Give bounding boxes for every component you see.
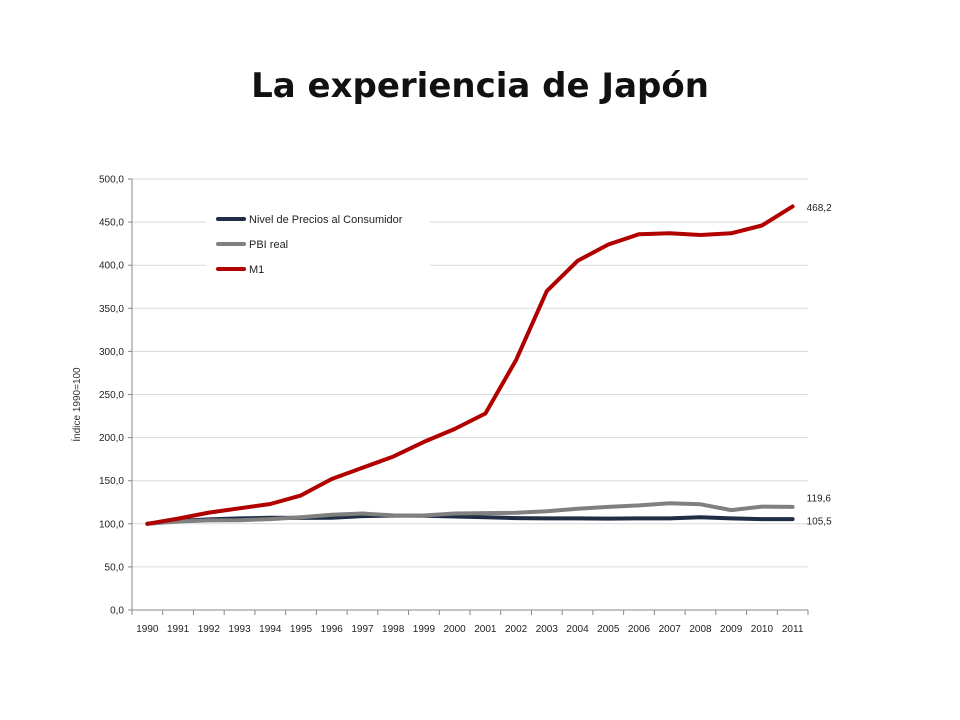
x-tick-label: 1998 <box>382 624 405 635</box>
slide-title: La experiencia de Japón <box>251 66 709 106</box>
end-value-label: 468,2 <box>807 203 832 214</box>
series-line-2 <box>145 204 795 526</box>
x-tick-label: 2011 <box>782 624 804 635</box>
y-tick-label: 200,0 <box>99 433 124 444</box>
x-tick-label: 2006 <box>628 624 651 635</box>
y-tick-label: 500,0 <box>99 175 124 186</box>
legend-entry-label: Nivel de Precios al Consumidor <box>249 214 403 226</box>
x-tick-label: 2000 <box>444 624 467 635</box>
legend-entry-label: M1 <box>249 264 264 276</box>
legend-entry-label: PBI real <box>249 239 288 251</box>
x-tick-label: 2009 <box>720 624 743 635</box>
y-tick-label: 150,0 <box>99 476 124 487</box>
x-tick-label: 2003 <box>536 624 559 635</box>
y-tick-label: 350,0 <box>99 304 124 315</box>
series-lines <box>145 204 795 526</box>
series-line-1 <box>145 501 795 526</box>
x-tick-label: 2010 <box>751 624 774 635</box>
legend: Nivel de Precios al Consumidor PBI real M1 <box>206 204 430 288</box>
x-tick-label: 1994 <box>259 624 282 635</box>
x-tick-label: 1999 <box>413 624 436 635</box>
x-tick-label: 2005 <box>597 624 620 635</box>
y-tick-label: 50,0 <box>105 562 125 573</box>
y-tick-label: 250,0 <box>99 390 124 401</box>
x-tick-label: 1996 <box>321 624 344 635</box>
end-labels: 105,5 119,6 468,2 <box>807 203 832 528</box>
end-value-label: 105,5 <box>807 517 832 528</box>
y-axis-ticks: 0,0 50,0 100,0 150,0 200,0 250,0 300,0 350,0 400… <box>99 175 132 617</box>
x-tick-label: 1992 <box>198 624 221 635</box>
x-tick-label: 1997 <box>351 624 374 635</box>
end-value-label: 119,6 <box>807 493 832 504</box>
x-tick-label: 2008 <box>689 624 712 635</box>
y-axis-label: Índice 1990=100 <box>70 367 83 442</box>
x-tick-label: 2007 <box>659 624 682 635</box>
y-tick-label: 300,0 <box>99 347 124 358</box>
x-tick-label: 2002 <box>505 624 528 635</box>
x-tick-label: 1990 <box>136 624 159 635</box>
y-tick-label: 450,0 <box>99 218 124 229</box>
y-tick-label: 400,0 <box>99 261 124 272</box>
x-tick-label: 1993 <box>228 624 251 635</box>
y-tick-label: 0,0 <box>110 606 124 617</box>
x-tick-label: 1995 <box>290 624 313 635</box>
x-tick-label: 2004 <box>566 624 589 635</box>
x-tick-label: 2001 <box>474 624 497 635</box>
x-tick-label: 1991 <box>167 624 190 635</box>
x-axis-ticks: 1990 1991 1992 1993 1994 1995 1996 1997 1998 1999… <box>131 610 804 635</box>
y-tick-label: 100,0 <box>99 519 124 530</box>
